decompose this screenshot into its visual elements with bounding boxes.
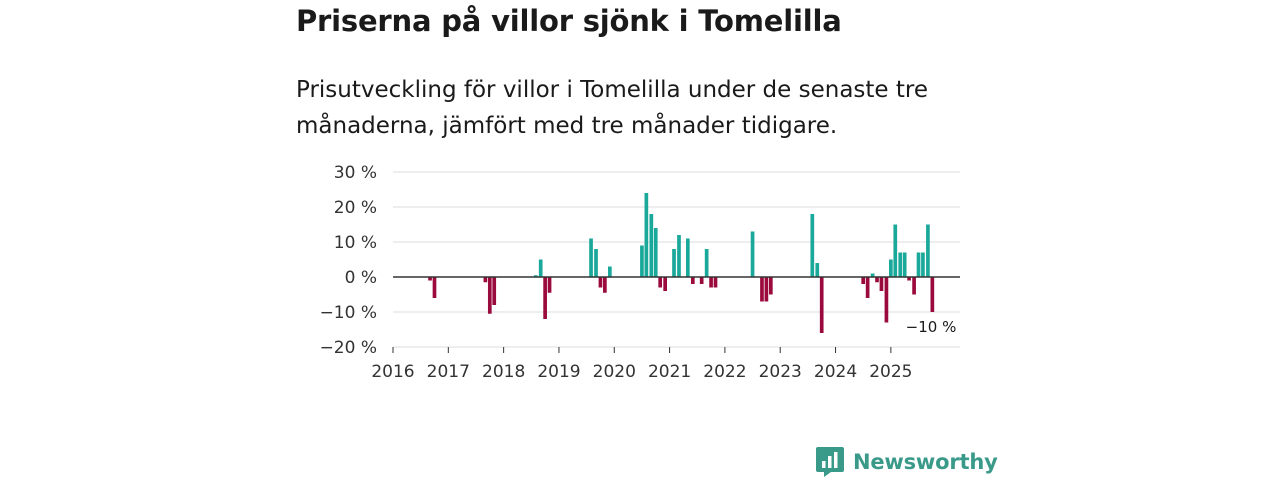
bar [912,277,916,295]
bar [810,214,815,277]
bar [483,277,488,283]
bar [538,259,543,277]
bar [865,277,870,298]
x-tick-label: 2024 [814,362,857,382]
bar [547,277,552,293]
y-tick-label: −20 % [320,338,377,358]
x-tick-label: 2020 [593,362,636,382]
bar [685,238,690,277]
last-value-annotation: −10 % [906,318,957,336]
bar [898,252,903,277]
bar [870,273,875,277]
bar [713,277,718,288]
bar [902,252,907,277]
bar [644,193,649,277]
chart-subtitle: Prisutveckling för villor i Tomelilla un… [296,77,928,139]
bar [921,252,925,277]
newsworthy-logo: Newsworthy [815,446,998,478]
x-tick-label: 2021 [648,362,691,382]
x-tick-label: 2023 [759,362,802,382]
bar [889,259,893,277]
bar [607,266,612,277]
bar [893,224,898,277]
bar [819,277,824,333]
bar [907,277,911,281]
bar [594,249,598,277]
bar [492,277,497,305]
bar [677,235,681,277]
bar [930,277,935,312]
x-tick-label: 2017 [427,362,470,382]
bar [432,277,437,298]
bar [658,277,663,288]
x-tick-label: 2016 [371,362,414,382]
bar [690,277,695,284]
bar [663,277,668,291]
bar [672,249,676,277]
bar [709,277,713,288]
bar [589,238,593,277]
bar [879,277,884,291]
bar [487,277,492,314]
bar [815,263,820,277]
bar [916,252,921,277]
bar [603,277,607,293]
bar [750,231,755,277]
bar [428,277,432,281]
bar [598,277,603,288]
bar [926,224,930,277]
newsworthy-logo-text: Newsworthy [853,450,998,474]
bar [704,249,709,277]
chart-title: Priserna på villor sjönk i Tomelilla [296,4,842,38]
x-tick-label: 2018 [482,362,525,382]
bar [768,277,773,295]
y-tick-label: 20 % [334,198,377,218]
bar [875,277,879,283]
x-tick-label: 2025 [869,362,912,382]
bar [640,245,644,277]
bar [653,228,658,277]
x-tick-label: 2019 [537,362,580,382]
bar [699,277,704,284]
bar [649,214,654,277]
y-tick-label: −10 % [320,303,377,323]
bar [533,275,538,277]
y-tick-label: 0 % [345,268,377,288]
bar [884,277,889,323]
bar [764,277,769,302]
bar [861,277,866,284]
newsworthy-logo-icon [816,447,844,477]
y-tick-label: 30 % [334,163,377,183]
bar [543,277,547,319]
bar [760,277,764,302]
y-tick-label: 10 % [334,233,377,253]
x-tick-label: 2022 [703,362,746,382]
